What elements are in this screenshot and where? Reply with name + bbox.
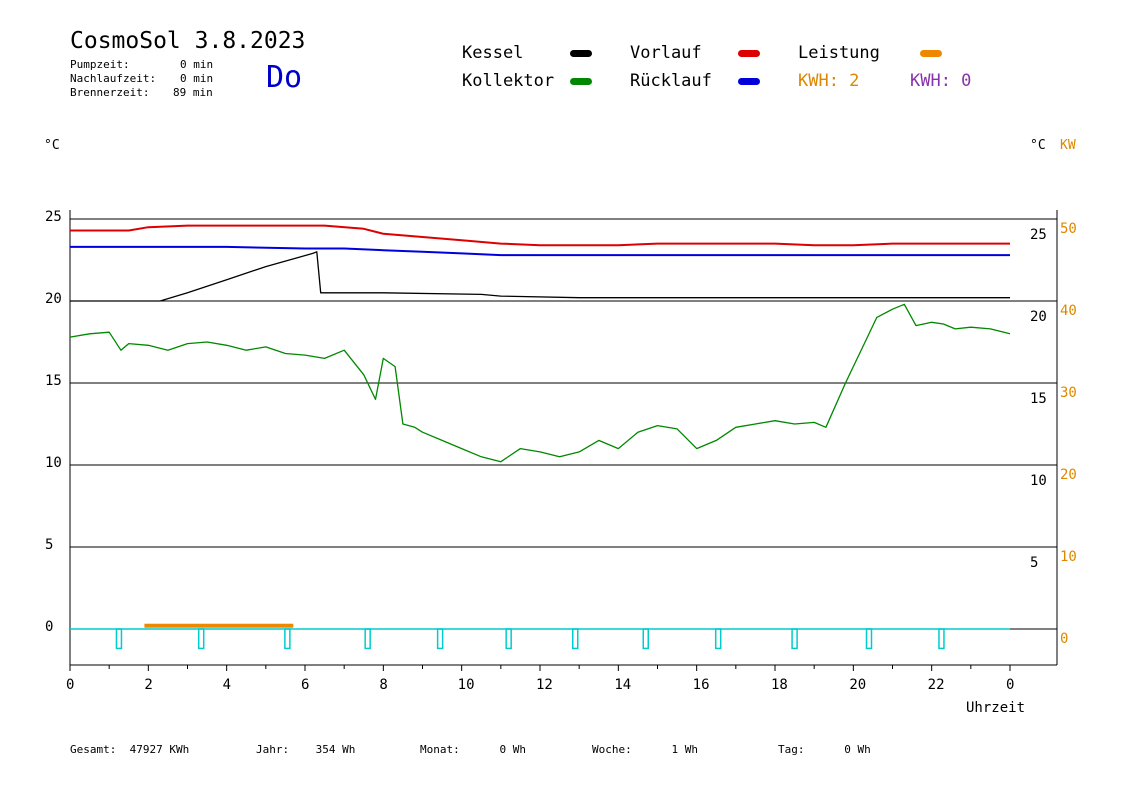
legend-leistung-label: Leistung (798, 43, 880, 63)
chart-grid (69, 210, 1058, 666)
legend-kwh-1: KWH: 2 (798, 71, 860, 91)
y-kw-tick-label: 0 (1060, 631, 1068, 647)
y-left-tick-label: 0 (45, 619, 53, 635)
y-left-tick-label: 5 (45, 537, 53, 553)
y-right-tick-label: 5 (1030, 555, 1038, 571)
footer-gesamt: Gesamt: 47927 KWh (70, 743, 190, 756)
y-right-tick-label: 25 (1030, 227, 1047, 243)
legend-kollektor-label: Kollektor (462, 71, 555, 91)
legend-vorlauf-label: Vorlauf (630, 43, 702, 63)
pumpzeit-value: 0 min (180, 58, 214, 71)
y-kw-tick-label: 40 (1060, 303, 1077, 319)
brennerzeit-label: Brennerzeit: (70, 86, 150, 99)
legend-kwh-2: KWH: 0 (910, 71, 972, 91)
y-right-tick-label: 15 (1030, 391, 1047, 407)
series-pumpe-pulse (284, 628, 291, 650)
series-pumpe-pulse (505, 628, 512, 650)
legend-kollektor-swatch (570, 78, 592, 85)
app-title: CosmoSol 3.8.2023 (70, 28, 306, 54)
x-tick-label: 0 (66, 677, 74, 693)
y-kw-tick-label: 10 (1060, 549, 1077, 565)
series-pumpe-pulse (436, 628, 444, 650)
pumpzeit-label: Pumpzeit: (70, 58, 130, 71)
x-tick-label: 20 (849, 677, 866, 693)
footer-monat: Monat: 0 Wh (420, 743, 526, 756)
x-tick-label: 18 (771, 677, 788, 693)
y-right-tick-label: 10 (1030, 473, 1047, 489)
series-pumpe-pulse (714, 628, 722, 650)
weekday-label: Do (266, 60, 303, 95)
series-pumpe-pulse (197, 628, 205, 650)
x-tick-label: 4 (223, 677, 231, 693)
y-left-tick-label: 10 (45, 455, 62, 471)
nachlaufzeit-label: Nachlaufzeit: (70, 72, 157, 85)
series-pumpe-pulse (364, 628, 371, 650)
footer-tag: Tag: 0 Wh (778, 743, 871, 756)
footer-woche: Woche: 1 Wh (592, 743, 698, 756)
series-pumpe-pulse (791, 628, 798, 650)
legend-vorlauf-swatch (738, 50, 760, 57)
legend-leistung-swatch (920, 50, 942, 57)
x-tick-label: 2 (144, 677, 152, 693)
series-kollektor-line (69, 303, 1011, 463)
x-tick-label: 0 (1006, 677, 1014, 693)
chart-series (69, 224, 1011, 650)
x-tick-label: 12 (536, 677, 553, 693)
series-kessel-line (70, 251, 1010, 302)
legend-kessel-swatch (570, 50, 592, 57)
legend-kessel-label: Kessel (462, 43, 524, 63)
legend-ruecklauf-swatch (738, 78, 760, 85)
legend-ruecklauf-label: Rücklauf (630, 71, 712, 91)
x-tick-label: 22 (928, 677, 945, 693)
y-kw-tick-label: 20 (1060, 467, 1077, 483)
series-leistung-block (144, 623, 294, 628)
x-tick-label: 6 (301, 677, 309, 693)
y-kw-tick-label: 30 (1060, 385, 1077, 401)
y-right-tick-label: 20 (1030, 309, 1047, 325)
series-pumpe-pulse (115, 628, 123, 650)
series-r-cklauf-line (70, 245, 1010, 257)
y-kw-tick-label: 50 (1060, 221, 1077, 237)
nachlaufzeit-value: 0 min (180, 72, 214, 85)
x-axis-label: Uhrzeit (966, 700, 1026, 716)
right-axis-unit: °C (1030, 138, 1046, 153)
x-tick-label: 8 (379, 677, 387, 693)
right-axis-unit-kw: KW (1060, 138, 1076, 153)
x-tick-label: 14 (614, 677, 631, 693)
series-pumpe-pulse (938, 628, 945, 650)
series-pumpe-pulse (865, 628, 873, 650)
series-pumpe-pulse (572, 628, 579, 650)
left-axis-unit: °C (44, 138, 60, 153)
series-pumpe-pulse (642, 628, 649, 650)
y-left-tick-label: 15 (45, 373, 62, 389)
x-tick-label: 10 (458, 677, 475, 693)
x-tick-label: 16 (693, 677, 710, 693)
series-vorlauf-line (70, 224, 1010, 247)
chart-ticks: 0 5 10 15 20 25 5 10 15 20 25 0 10 20 30 40 50 0 2 4 6 8 10 12 1… (45, 209, 1077, 693)
y-left-tick-label: 20 (45, 291, 62, 307)
y-left-tick-label: 25 (45, 209, 62, 225)
footer-jahr: Jahr: 354 Wh (256, 743, 356, 756)
brennerzeit-value: 89 min (173, 86, 213, 99)
